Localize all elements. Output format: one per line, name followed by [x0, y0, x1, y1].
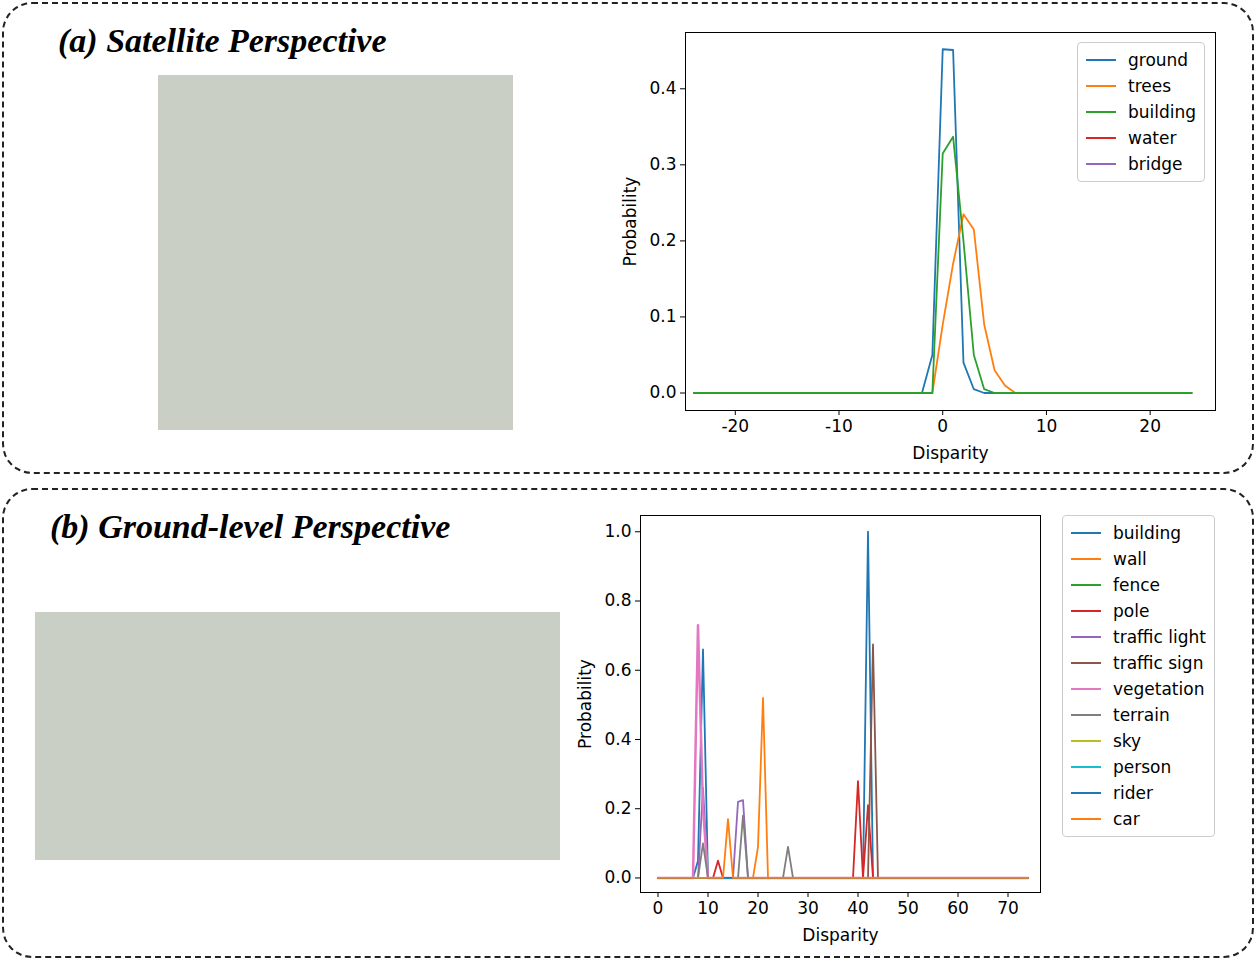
html-text:building: building [1113, 523, 1182, 543]
html-text:wall: wall [1113, 549, 1147, 569]
svg-text:Probability: Probability [575, 659, 595, 749]
html-text:pole: pole [1113, 601, 1150, 621]
html-text:sky: sky [1113, 731, 1142, 751]
svg-text:40: 40 [847, 898, 869, 918]
svg-text:0.0: 0.0 [604, 867, 631, 887]
svg-text:50: 50 [897, 898, 919, 918]
svg-text:10: 10 [1036, 416, 1058, 436]
svg-text:-20: -20 [721, 416, 749, 436]
svg-text:0: 0 [653, 898, 664, 918]
html-text:terrain: terrain [1113, 705, 1170, 725]
html-text:trees: trees [1128, 76, 1172, 96]
html-text:bridge: bridge [1128, 154, 1183, 174]
svg-text:0: 0 [937, 416, 948, 436]
html-text:traffic light: traffic light [1113, 627, 1206, 647]
svg-text:0.2: 0.2 [649, 230, 676, 250]
svg-text:0.3: 0.3 [649, 154, 676, 174]
svg-text:20: 20 [747, 898, 769, 918]
svg-text:Disparity: Disparity [802, 925, 878, 945]
svg-text:0.2: 0.2 [604, 798, 631, 818]
html-text:vegetation: vegetation [1113, 679, 1205, 699]
svg-text:-10: -10 [825, 416, 853, 436]
svg-text:10: 10 [697, 898, 719, 918]
svg-text:0.8: 0.8 [604, 590, 631, 610]
svg-text:30: 30 [797, 898, 819, 918]
html-text:car: car [1113, 809, 1140, 829]
svg-text:0.4: 0.4 [649, 78, 676, 98]
html-text:ground: ground [1128, 50, 1189, 70]
html-text:(b) Ground-level Perspective: (b) Ground-level Perspective [50, 508, 451, 545]
svg-text:0.1: 0.1 [649, 306, 676, 326]
html-text:building: building [1128, 102, 1197, 122]
html-text:water: water [1128, 128, 1177, 148]
html-text:(a) Satellite Perspective: (a) Satellite Perspective [58, 22, 387, 59]
html-text:rider: rider [1113, 783, 1153, 803]
html-text:fence: fence [1113, 575, 1160, 595]
svg-text:60: 60 [947, 898, 969, 918]
svg-text:70: 70 [997, 898, 1019, 918]
svg-text:0.6: 0.6 [604, 660, 631, 680]
svg-text:0.4: 0.4 [604, 729, 631, 749]
svg-text:Disparity: Disparity [912, 443, 988, 463]
svg-text:1.0: 1.0 [604, 521, 631, 541]
svg-text:Probability: Probability [620, 177, 640, 267]
html-text:traffic sign: traffic sign [1113, 653, 1204, 673]
svg-text:20: 20 [1139, 416, 1161, 436]
svg-text:0.0: 0.0 [649, 382, 676, 402]
html-text:person: person [1113, 757, 1172, 777]
